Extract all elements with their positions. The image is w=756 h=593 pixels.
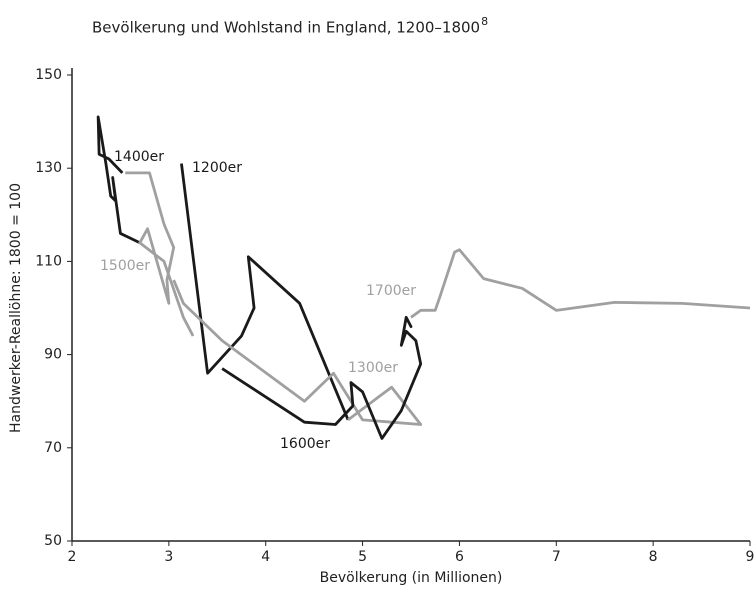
series-label: 1500er	[100, 258, 150, 274]
series-line	[96, 115, 141, 245]
series-line	[125, 171, 195, 337]
y-tick-label: 150	[35, 67, 62, 83]
x-tick-label: 5	[358, 549, 367, 565]
x-tick-label: 6	[455, 549, 464, 565]
x-tick-label: 2	[68, 549, 77, 565]
series-label: 1400er	[114, 149, 164, 165]
y-tick-label: 50	[44, 533, 62, 549]
series-line	[172, 279, 423, 426]
x-tick-label: 7	[552, 549, 561, 565]
x-tick-label: 8	[649, 549, 658, 565]
y-tick-label: 130	[35, 160, 62, 176]
series-label: 1700er	[366, 283, 416, 299]
y-tick-label: 110	[35, 253, 62, 269]
x-tick-label: 4	[261, 549, 270, 565]
title-footnote: 8	[481, 15, 488, 28]
chart-title: Bevölkerung und Wohlstand in England, 12…	[92, 19, 480, 37]
series-label: 1200er	[192, 160, 242, 176]
series-line	[221, 315, 423, 440]
y-axis-label: Handwerker-Reallöhne: 1800 = 100	[8, 183, 24, 433]
series-line	[180, 163, 350, 421]
series-line	[410, 248, 751, 319]
x-tick-label: 9	[746, 549, 755, 565]
series-label: 1300er	[348, 360, 398, 376]
x-axis-label: Bevölkerung (in Millionen)	[320, 570, 503, 586]
y-tick-label: 70	[44, 440, 62, 456]
series-label: 1600er	[280, 436, 330, 452]
x-tick-label: 3	[164, 549, 173, 565]
y-tick-label: 90	[44, 347, 62, 363]
